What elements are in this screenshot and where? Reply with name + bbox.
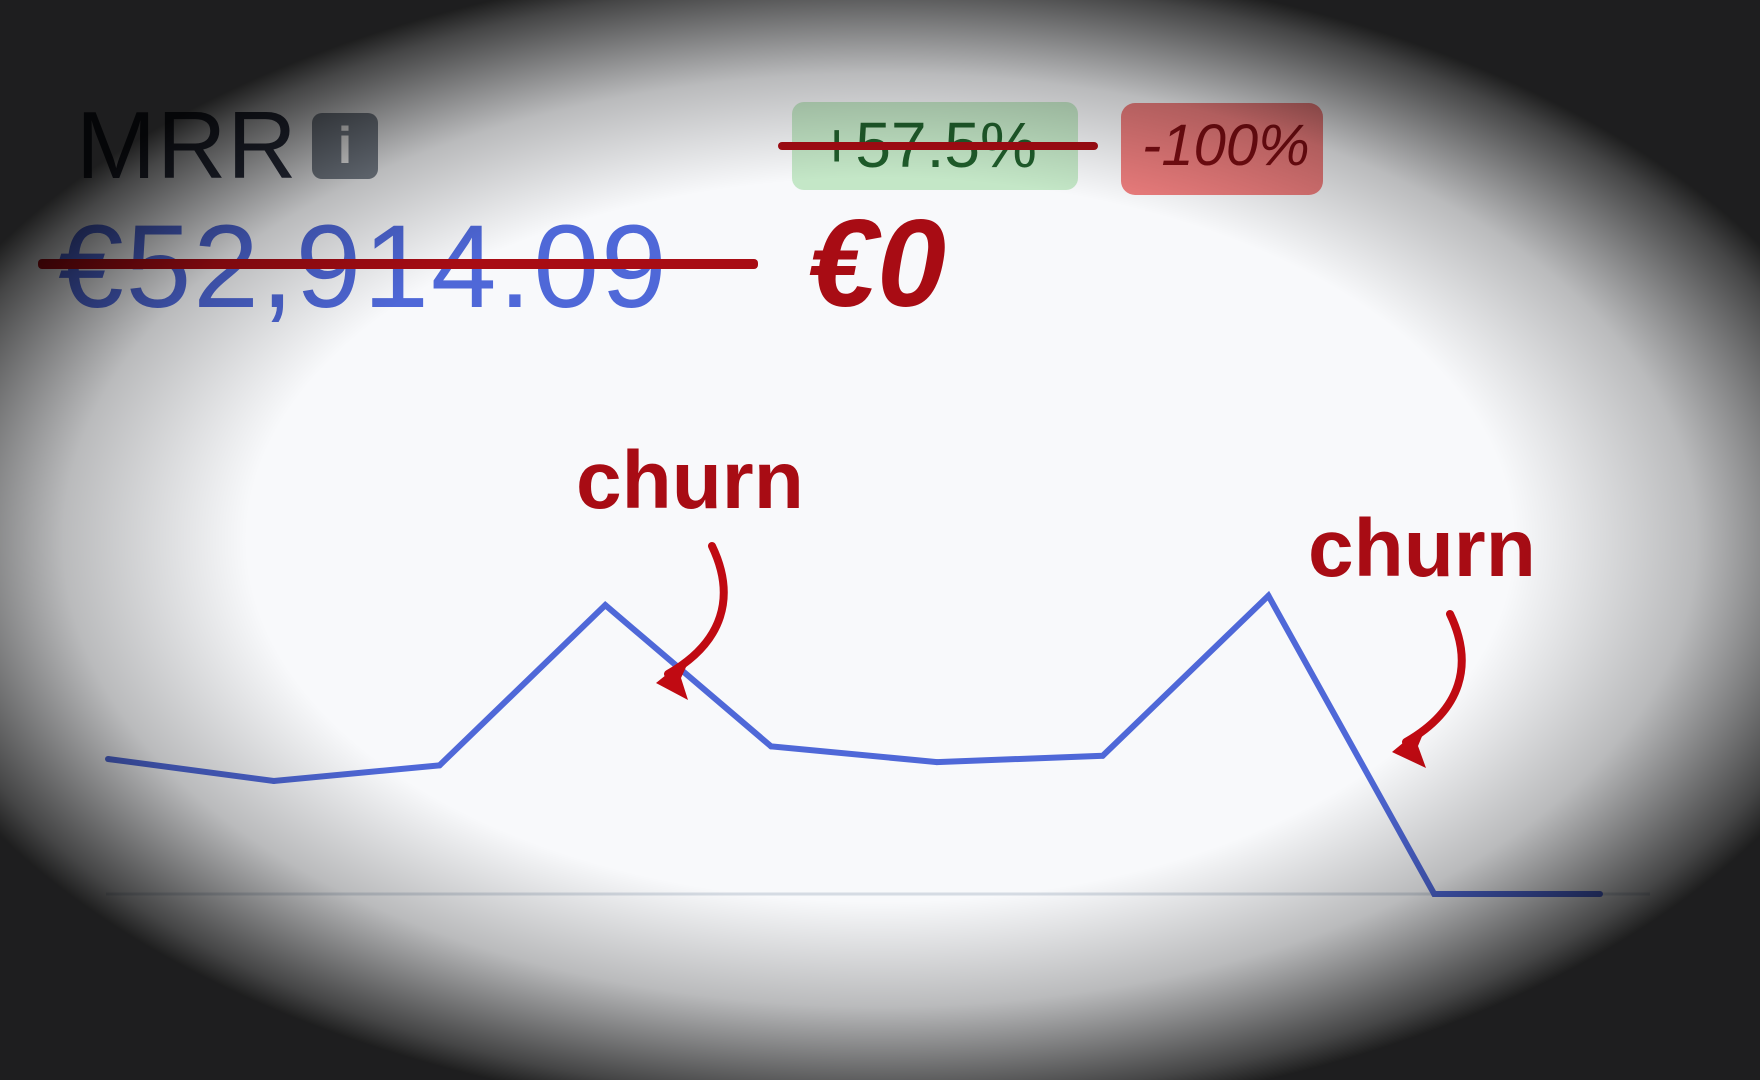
series-point-8 — [1265, 592, 1272, 599]
mrr-series-points — [105, 592, 1603, 897]
series-point-3 — [436, 762, 443, 769]
series-point-5 — [768, 743, 775, 750]
series-point-1 — [105, 756, 111, 762]
series-point-10 — [1597, 891, 1603, 897]
series-point-9 — [1431, 891, 1438, 897]
churn-label-2: churn — [1308, 503, 1536, 594]
churn-label-1: churn — [576, 435, 804, 526]
series-point-2 — [270, 778, 277, 784]
series-point-6 — [933, 759, 940, 766]
series-point-4 — [602, 602, 609, 609]
churn-arrow-1 — [664, 542, 728, 678]
series-point-7 — [1099, 752, 1106, 759]
mrr-series-line — [107, 590, 1600, 897]
churn-arrowhead-2 — [1392, 722, 1428, 768]
churn-arrow-2 — [1402, 610, 1466, 746]
